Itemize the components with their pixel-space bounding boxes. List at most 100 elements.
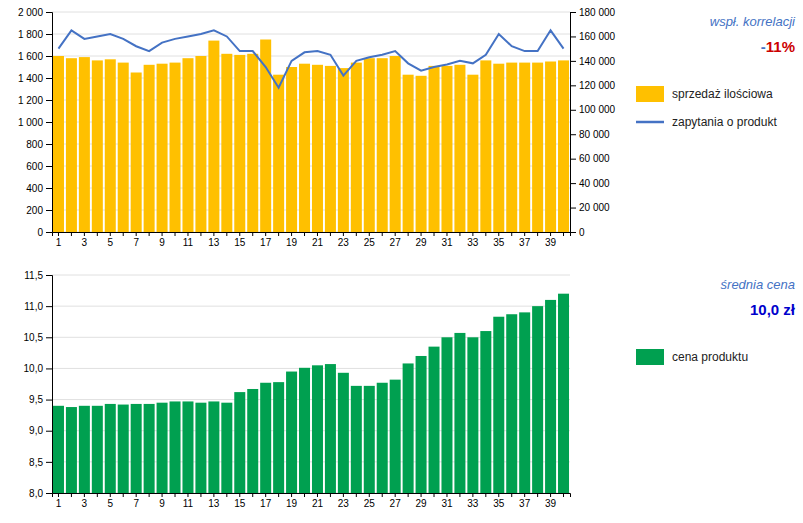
plot-area [53, 294, 569, 493]
y-axis-tick: 9,5 [29, 394, 52, 405]
x-axis-tick-line [175, 493, 176, 497]
x-axis-tick-line [71, 232, 72, 236]
bar [299, 64, 310, 232]
y-axis-tick-label: 10,0 [24, 363, 44, 374]
y2-axis: 020 00040 00060 00080 000100 000120 0001… [570, 7, 616, 238]
x-axis-tick-line [421, 232, 422, 236]
x-axis-tick-line [278, 232, 279, 236]
y-axis-tick: 8,5 [29, 457, 52, 468]
y-axis-tick: 8,0 [29, 488, 52, 499]
x-axis-tick-line [200, 232, 201, 236]
y2-axis-tick-line [570, 183, 576, 184]
x-axis-tick: 17 [260, 493, 272, 509]
bar [195, 56, 206, 232]
bar [118, 63, 129, 232]
x-axis-tick-label: 33 [467, 237, 479, 248]
grid-line [52, 144, 570, 145]
x-axis-tick [563, 493, 564, 497]
grid-line [52, 368, 570, 369]
bar [221, 54, 232, 232]
bar [506, 63, 517, 232]
y-axis-tick-label: 1 400 [18, 73, 43, 84]
bar [364, 386, 375, 493]
y-axis: 02004006008001 0001 2001 4001 6001 8002 … [18, 7, 53, 238]
x-axis-tick-line [162, 493, 163, 497]
y2-axis-tick-label: 0 [579, 227, 585, 238]
y-axis-tick-line [46, 144, 52, 145]
side-panel: wspł. korrelacji-11%sprzedaż ilościowaza… [636, 14, 796, 129]
grid-line [52, 188, 570, 189]
x-axis-tick-line [149, 232, 150, 236]
x-axis-tick-line [291, 493, 292, 497]
bar [157, 64, 168, 232]
x-axis-tick-line [291, 232, 292, 236]
x-axis-tick-line [97, 232, 98, 236]
x-axis-tick-label: 13 [208, 237, 220, 248]
y-axis-tick: 11,5 [24, 270, 52, 281]
bar [157, 403, 168, 493]
grid-line [52, 210, 570, 211]
bar [195, 403, 206, 493]
x-axis-tick: 9 [159, 493, 165, 509]
x-axis-tick [149, 232, 150, 236]
bar [377, 58, 388, 232]
x-axis-tick: 23 [338, 493, 350, 509]
y2-axis-tick: 140 000 [570, 56, 616, 67]
bar [247, 389, 258, 493]
x-axis-tick-line [252, 232, 253, 236]
bar [53, 406, 64, 493]
x-axis-tick [537, 232, 538, 236]
x-axis-tick-label: 33 [467, 498, 479, 509]
x-axis-tick: 39 [545, 493, 557, 509]
bar [92, 60, 103, 232]
annotation: wspł. korrelacji [710, 14, 796, 29]
x-axis-tick-label: 35 [493, 237, 505, 248]
x-axis-tick [356, 493, 357, 497]
x-axis-tick [226, 232, 227, 236]
x-axis-tick [71, 493, 72, 497]
annotation: średnia cena [721, 277, 795, 292]
x-axis-tick [123, 232, 124, 236]
bar [519, 63, 530, 232]
bar [273, 382, 284, 493]
bar [545, 62, 556, 233]
y2-axis-tick: 40 000 [570, 178, 610, 189]
x-axis-tick [408, 493, 409, 497]
x-axis-tick-line [537, 232, 538, 236]
x-axis-tick-line [213, 493, 214, 497]
bar [234, 392, 245, 493]
x-axis-tick-label: 1 [56, 237, 62, 248]
bar [131, 404, 142, 493]
y-axis-tick-label: 1 800 [18, 29, 43, 40]
y-axis-tick-label: 11,0 [24, 301, 43, 312]
x-axis-tick-line [304, 232, 305, 236]
x-axis-line [53, 233, 571, 237]
x-axis-tick: 5 [107, 493, 113, 509]
grid [52, 275, 570, 493]
x-axis-tick-label: 31 [441, 498, 453, 509]
bar [506, 314, 517, 493]
x-axis-tick-label: 17 [260, 498, 272, 509]
y-axis-tick-line [46, 462, 52, 463]
x-axis-tick-label: 21 [312, 498, 324, 509]
y-axis-tick-line [46, 368, 52, 369]
grid-line [52, 122, 570, 123]
x-axis-tick [97, 493, 98, 497]
y-axis-tick-line [46, 306, 52, 307]
x-axis-tick-line [472, 493, 473, 497]
y-axis-tick-line [46, 493, 52, 494]
x-axis-tick: 27 [390, 232, 402, 248]
x-axis-tick-line [550, 232, 551, 236]
x-axis-tick-line [382, 232, 383, 236]
x-axis-tick-line [84, 232, 85, 236]
bar [403, 75, 414, 232]
x-axis-tick: 25 [364, 232, 376, 248]
x-axis-tick: 29 [416, 493, 428, 509]
bar [493, 317, 504, 493]
x-axis-tick-line [278, 493, 279, 497]
bar [441, 66, 452, 232]
x-axis-tick-line [537, 493, 538, 497]
x-axis-tick-line [84, 493, 85, 497]
bar [66, 407, 77, 493]
x-axis-tick-label: 9 [159, 237, 165, 248]
